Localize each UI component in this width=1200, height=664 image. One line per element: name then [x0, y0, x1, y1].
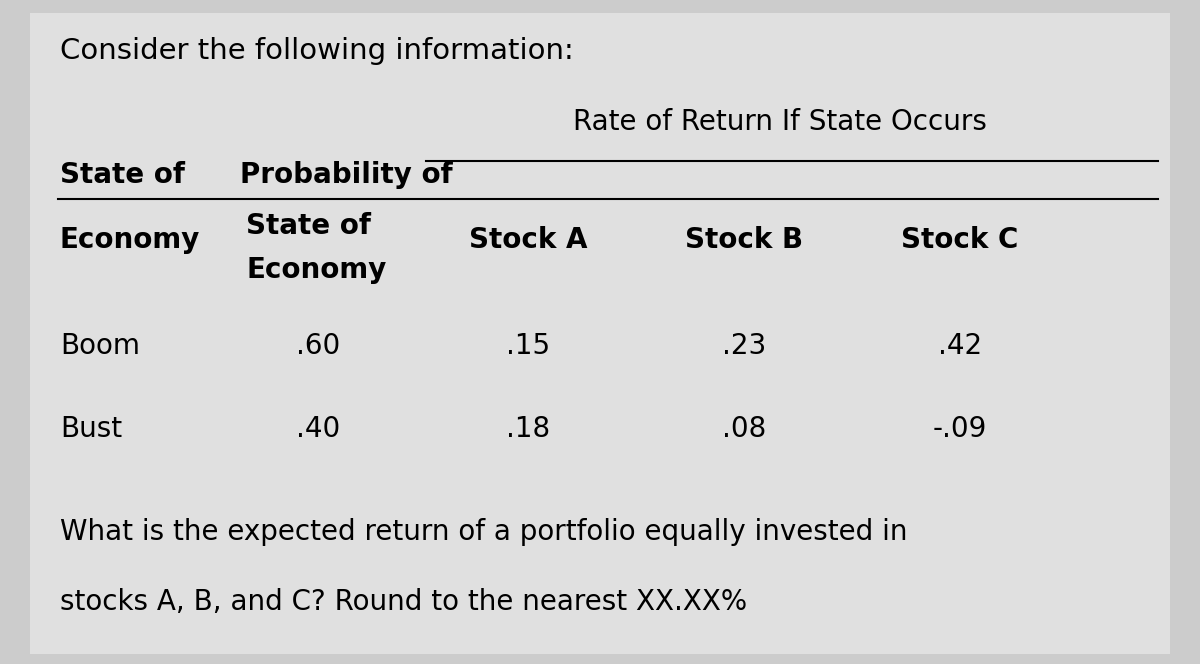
Text: .23: .23 — [722, 332, 766, 360]
Text: What is the expected return of a portfolio equally invested in: What is the expected return of a portfol… — [60, 518, 907, 546]
Text: Stock C: Stock C — [901, 226, 1019, 254]
Text: .08: .08 — [722, 415, 766, 443]
Text: .42: .42 — [938, 332, 982, 360]
Text: Economy: Economy — [246, 256, 386, 284]
Text: stocks A, B, and C? Round to the nearest XX.XX%: stocks A, B, and C? Round to the nearest… — [60, 588, 748, 616]
Text: Consider the following information:: Consider the following information: — [60, 37, 574, 64]
Text: .60: .60 — [296, 332, 340, 360]
FancyBboxPatch shape — [30, 13, 1170, 654]
Text: Boom: Boom — [60, 332, 140, 360]
Text: Rate of Return If State Occurs: Rate of Return If State Occurs — [574, 108, 986, 136]
Text: Stock A: Stock A — [469, 226, 587, 254]
Text: .15: .15 — [506, 332, 550, 360]
Text: .40: .40 — [296, 415, 340, 443]
Text: .18: .18 — [506, 415, 550, 443]
Text: Stock B: Stock B — [685, 226, 803, 254]
Text: Bust: Bust — [60, 415, 122, 443]
Text: Economy: Economy — [60, 226, 200, 254]
Text: Probability of: Probability of — [240, 161, 452, 189]
Text: State of: State of — [246, 212, 371, 240]
Text: -.09: -.09 — [932, 415, 988, 443]
Text: State of: State of — [60, 161, 185, 189]
